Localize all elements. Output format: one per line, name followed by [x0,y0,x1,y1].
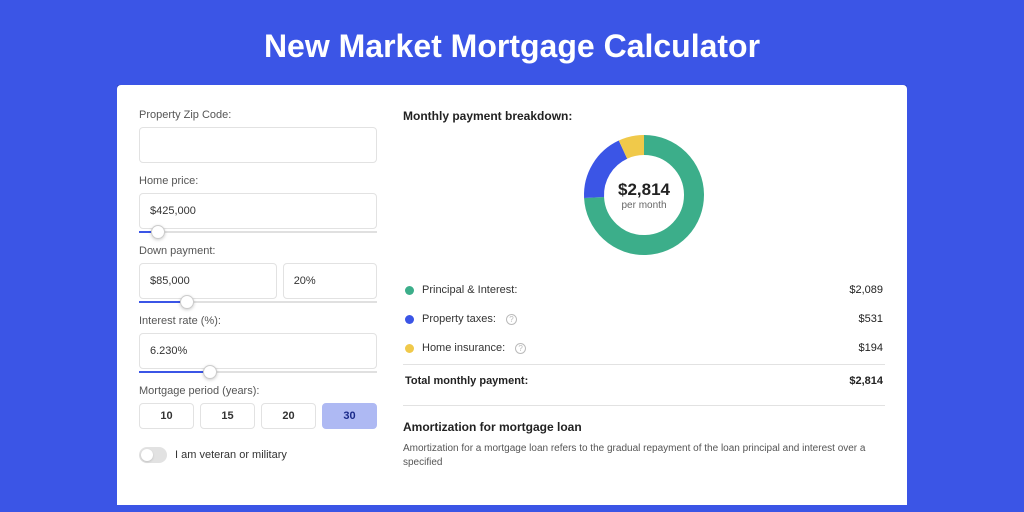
legend-label: Principal & Interest: [422,284,517,296]
period-btn-30[interactable]: 30 [322,403,377,429]
donut-chart: $2,814 per month [582,133,706,257]
legend-row: Principal & Interest: $2,089 [403,275,885,304]
interest-rate-label: Interest rate (%): [139,315,377,327]
legend-value: $531 [859,313,883,325]
breakdown-title: Monthly payment breakdown: [403,109,885,123]
down-payment-amount-input[interactable] [139,263,277,299]
outer-card: Property Zip Code: Home price: Down paym… [117,85,907,505]
veteran-toggle[interactable] [139,447,167,463]
total-row: Total monthly payment: $2,814 [403,364,885,399]
down-payment-slider-thumb[interactable] [180,295,194,309]
legend-value: $2,089 [849,284,883,296]
interest-rate-input[interactable] [139,333,377,369]
down-payment-percent-input[interactable] [283,263,377,299]
veteran-label: I am veteran or military [175,449,287,461]
legend-row: Home insurance:? $194 [403,333,885,362]
form-column: Property Zip Code: Home price: Down paym… [139,109,377,505]
legend-label: Property taxes: [422,313,496,325]
legend-dot [405,344,414,353]
donut-amount: $2,814 [618,180,670,200]
amortization-block: Amortization for mortgage loan Amortizat… [403,405,885,470]
down-payment-label: Down payment: [139,245,377,257]
legend-label: Home insurance: [422,342,505,354]
calculator-card: Property Zip Code: Home price: Down paym… [117,85,907,505]
period-btn-15[interactable]: 15 [200,403,255,429]
period-btn-20[interactable]: 20 [261,403,316,429]
period-btn-10[interactable]: 10 [139,403,194,429]
home-price-input[interactable] [139,193,377,229]
zip-label: Property Zip Code: [139,109,377,121]
down-payment-slider[interactable] [139,301,377,303]
amortization-text: Amortization for a mortgage loan refers … [403,442,885,470]
page-title: New Market Mortgage Calculator [0,0,1024,85]
home-price-slider-thumb[interactable] [151,225,165,239]
amortization-title: Amortization for mortgage loan [403,420,885,434]
info-icon[interactable]: ? [515,343,526,354]
home-price-label: Home price: [139,175,377,187]
zip-input[interactable] [139,127,377,163]
breakdown-column: Monthly payment breakdown: $2,814 per mo… [403,109,885,505]
mortgage-period-options: 10152030 [139,403,377,429]
legend-dot [405,315,414,324]
veteran-row: I am veteran or military [139,447,377,463]
interest-rate-slider-fill [139,371,210,373]
donut-sub: per month [621,200,666,211]
total-value: $2,814 [849,375,883,387]
home-price-slider[interactable] [139,231,377,233]
mortgage-period-label: Mortgage period (years): [139,385,377,397]
legend-row: Property taxes:? $531 [403,304,885,333]
interest-rate-slider[interactable] [139,371,377,373]
info-icon[interactable]: ? [506,314,517,325]
legend-value: $194 [859,342,883,354]
interest-rate-slider-thumb[interactable] [203,365,217,379]
legend-dot [405,286,414,295]
total-label: Total monthly payment: [405,375,528,387]
